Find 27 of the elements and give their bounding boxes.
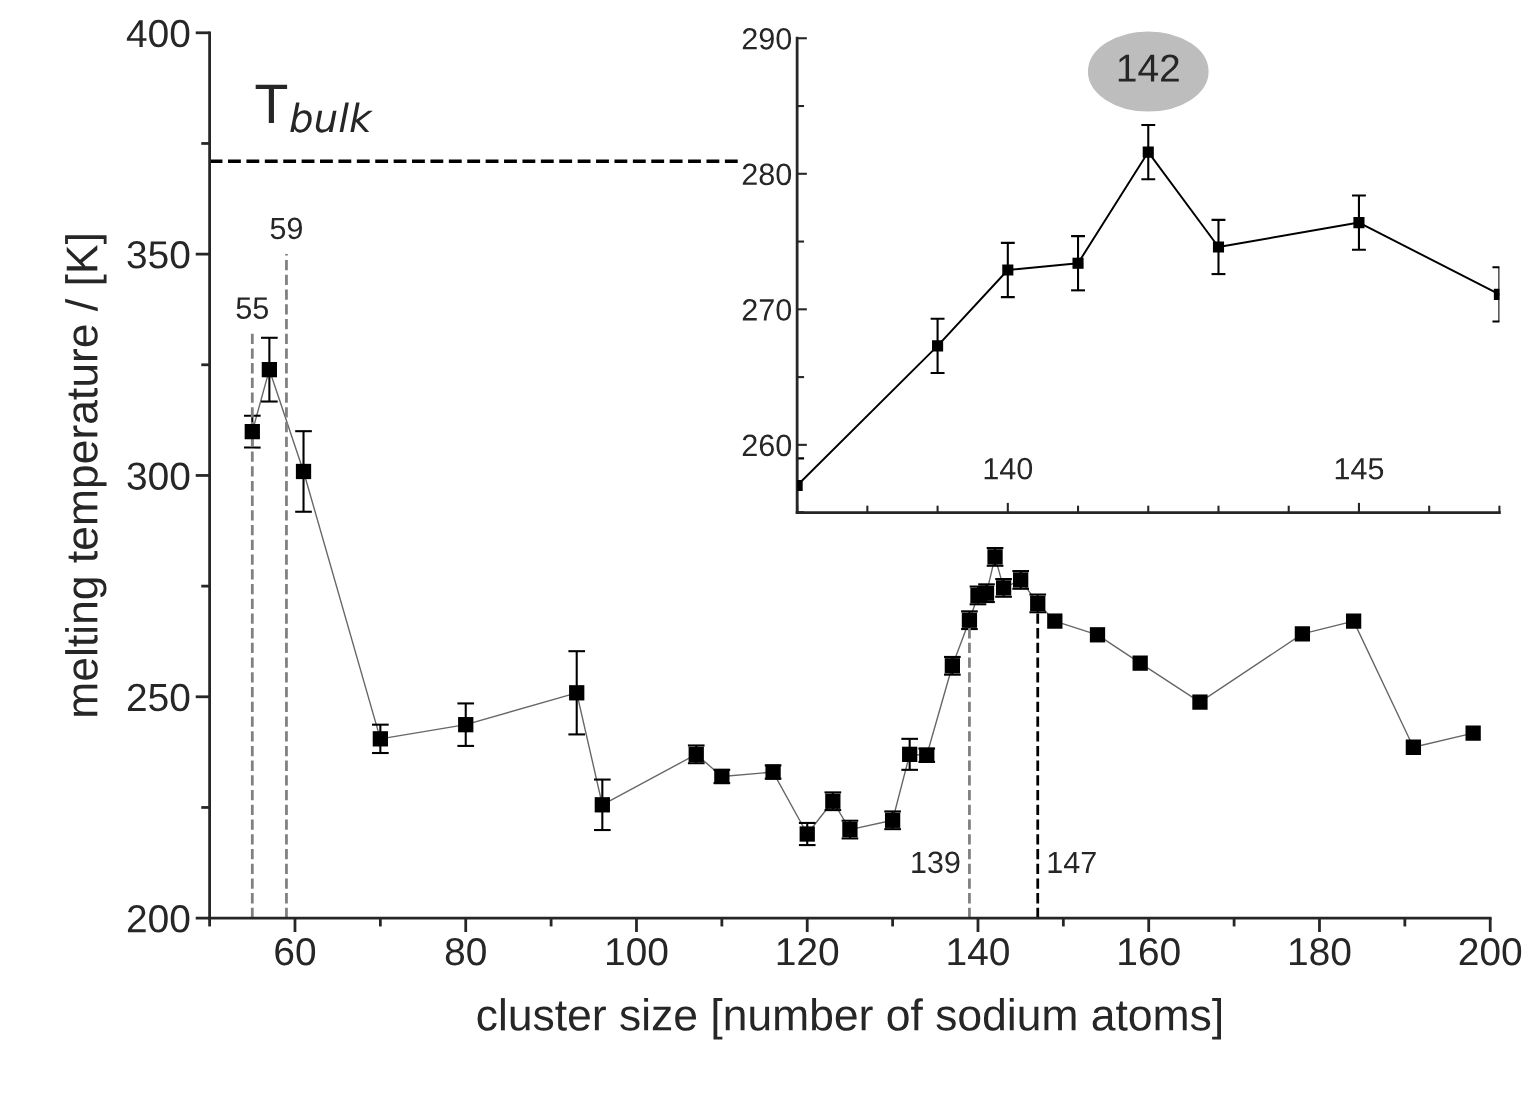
y-tick-label: 290 bbox=[742, 27, 792, 50]
ref-line-label: 59 bbox=[270, 217, 302, 240]
ref-line-label: 55 bbox=[236, 297, 269, 319]
y-tick-label: 200 bbox=[127, 905, 190, 933]
x-tick-label: 200 bbox=[1459, 937, 1522, 966]
annotation: 142 bbox=[1118, 54, 1179, 82]
x-tick-label: 60 bbox=[275, 937, 316, 966]
y-tick-label: 280 bbox=[742, 163, 792, 186]
x-tick-label: 145 bbox=[1335, 458, 1384, 480]
x-axis-title: cluster size [number of sodium atoms] bbox=[477, 998, 1221, 1040]
x-tick-label: 140 bbox=[984, 457, 1033, 480]
x-tick-label: 80 bbox=[445, 937, 486, 966]
x-tick-label: 160 bbox=[1119, 937, 1180, 966]
y-tick-label: 260 bbox=[742, 434, 792, 457]
x-tick-label: 140 bbox=[948, 937, 1009, 966]
y-tick-label: 350 bbox=[127, 241, 190, 269]
y-tick-label: 300 bbox=[127, 462, 190, 490]
y-tick-label: 250 bbox=[127, 683, 190, 712]
ref-line-label: T$_{bulk}$ bbox=[255, 84, 373, 133]
x-tick-label: 180 bbox=[1290, 937, 1351, 966]
y-axis-title: melting temperature / [K] bbox=[65, 235, 107, 716]
x-tick-label: 100 bbox=[607, 937, 668, 966]
y-tick-label: 400 bbox=[126, 19, 190, 48]
ref-line-label: 147 bbox=[1048, 851, 1096, 873]
y-tick-label: 270 bbox=[742, 299, 792, 321]
x-tick-label: 120 bbox=[777, 937, 839, 966]
ref-line-label: 139 bbox=[912, 851, 960, 874]
